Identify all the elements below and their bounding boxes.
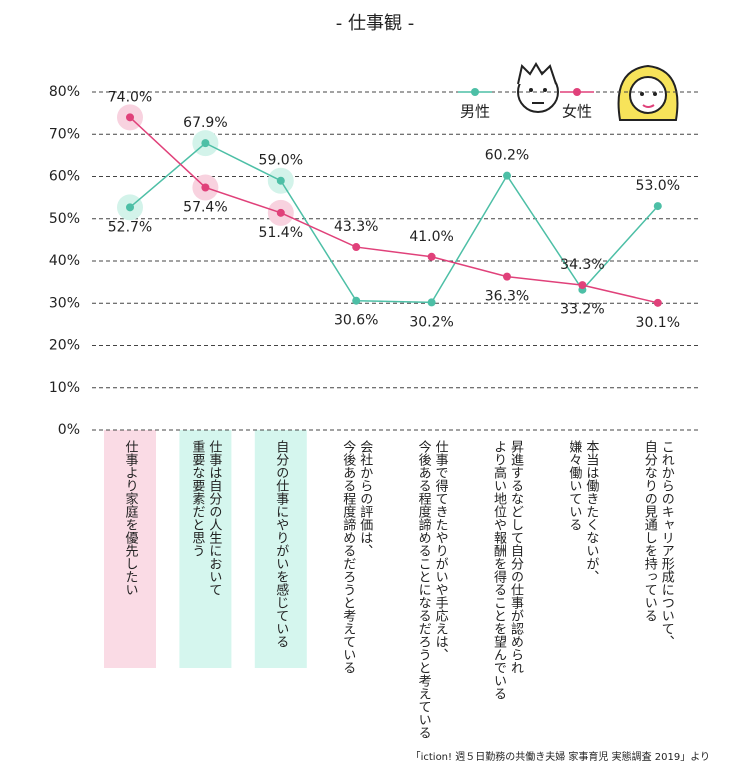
legend-label: 男性: [460, 103, 490, 121]
data-point: [427, 298, 436, 307]
data-label: 52.7%: [108, 219, 152, 235]
data-label: 33.2%: [560, 302, 604, 318]
data-label: 60.2%: [485, 148, 529, 164]
x-tick-label: 本当は働きたくないが、 嫌々働いている: [566, 440, 599, 583]
data-point: [503, 272, 511, 281]
legend-swatch-dot: [573, 88, 581, 96]
data-label: 53.0%: [636, 178, 680, 194]
data-label: 41.0%: [409, 229, 453, 245]
data-point: [653, 202, 662, 211]
y-tick-label: 40%: [49, 253, 80, 269]
y-tick-label: 0%: [58, 422, 80, 438]
y-tick-label: 60%: [49, 169, 80, 185]
legend-label: 女性: [562, 103, 592, 121]
category-highlight: [104, 430, 156, 668]
y-tick-label: 50%: [49, 211, 80, 227]
series-line: [129, 116, 658, 304]
category-highlight: [179, 430, 232, 668]
y-tick-label: 10%: [49, 380, 80, 396]
data-point: [276, 176, 285, 185]
data-point: [352, 243, 361, 252]
data-point: [126, 113, 134, 122]
y-tick-label: 20%: [49, 338, 80, 354]
y-tick-label: 80%: [49, 84, 80, 100]
male-icon: [517, 62, 559, 113]
data-point: [201, 183, 210, 192]
chart-title: - 仕事観 -: [336, 13, 414, 34]
y-tick-label: 70%: [49, 126, 80, 142]
data-point: [503, 171, 511, 180]
data-label: 43.3%: [334, 219, 378, 235]
x-tick-label: 会社からの評価は、 今後ある程度諦めるだろうと考えている: [340, 440, 373, 674]
x-tick-label: 仕事で得てきたやりがいや手応えは、 今後ある程度諦めることになるだろうと考えてい…: [415, 440, 448, 739]
data-label: 34.3%: [560, 257, 604, 273]
data-label: 59.0%: [259, 153, 303, 169]
data-label: 57.4%: [183, 199, 227, 215]
series-line: [129, 142, 659, 304]
legend-swatch-dot: [471, 88, 479, 96]
data-label: 30.6%: [334, 313, 378, 329]
data-label: 30.1%: [636, 315, 680, 331]
x-tick-label: 仕事より家庭を優先したい: [122, 440, 138, 596]
x-tick-label: これからのキャリア形成について、 自分なりの見通しを持っている: [641, 440, 674, 648]
data-point: [126, 203, 134, 212]
data-label: 30.2%: [409, 314, 453, 330]
x-tick-label: 仕事は自分の人生において 重要な要素だと思う: [189, 440, 222, 596]
data-point: [352, 296, 361, 305]
data-label: 36.3%: [485, 289, 529, 305]
y-tick-label: 30%: [49, 295, 80, 311]
backgrounds: [104, 430, 307, 668]
data-label: 51.4%: [259, 225, 303, 241]
data-label: 67.9%: [183, 115, 227, 131]
data-point: [276, 208, 285, 217]
source-note: 「iction! 週５日勤務の共働き夫婦 家事育児 実態調査 2019」より: [410, 752, 710, 763]
data-point: [653, 298, 662, 307]
female-icon: [617, 64, 679, 121]
x-tick-label: 自分の仕事にやりがいを感じている: [273, 440, 289, 648]
x-tick-label: 昇進するなどして自分の仕事が認められ より高い地位や報酬を得ることを望んでいる: [491, 440, 523, 700]
data-point: [427, 252, 436, 261]
data-point: [201, 139, 210, 148]
category-highlight: [254, 430, 307, 668]
data-point: [578, 281, 587, 290]
data-label: 74.0%: [108, 89, 152, 105]
